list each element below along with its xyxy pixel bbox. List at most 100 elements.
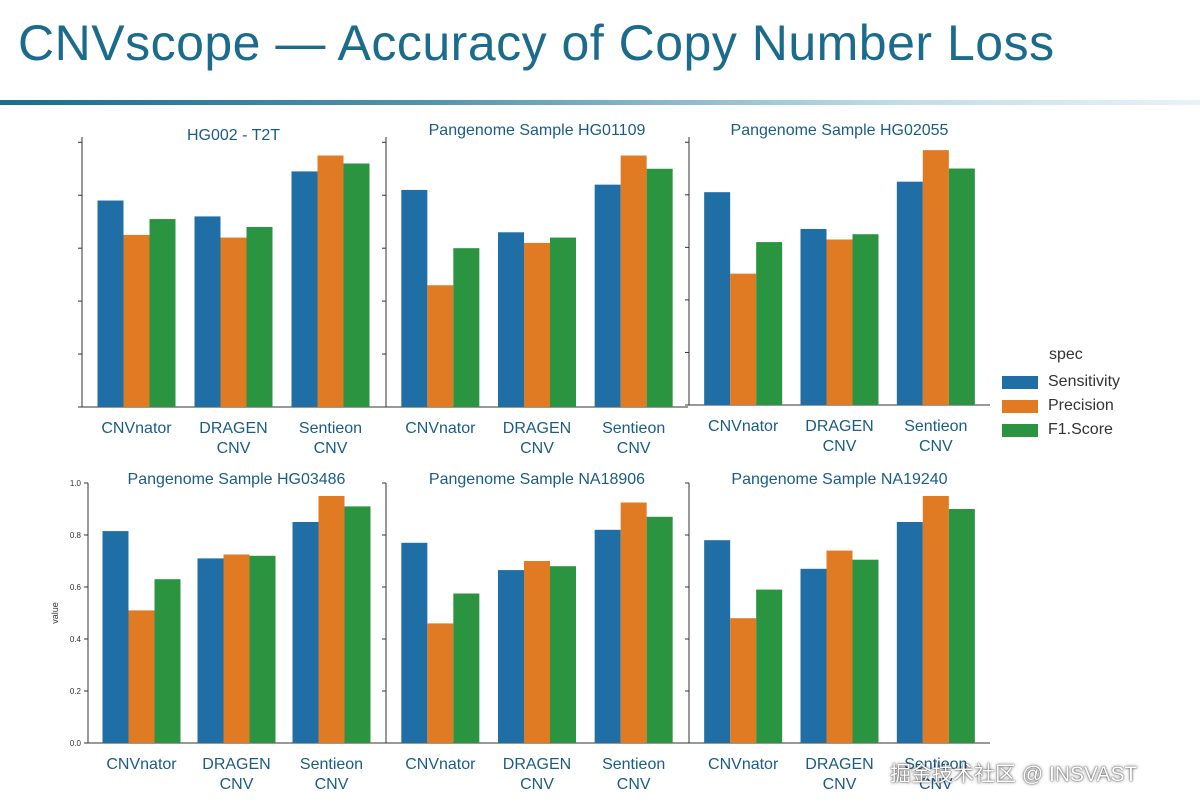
x-tick-label: DRAGEN CNV xyxy=(202,756,270,793)
bar-precision xyxy=(524,242,550,407)
bar-precision xyxy=(427,285,454,407)
bar-sensitivity xyxy=(594,184,621,407)
bar-precision xyxy=(220,237,247,407)
bar-sensitivity xyxy=(498,570,524,743)
legend-label-f1-score: F1.Score xyxy=(1048,421,1113,438)
bar-precision xyxy=(730,273,757,405)
bar-f1-score xyxy=(149,219,176,407)
bar-sensitivity xyxy=(97,200,124,407)
legend-swatch-sensitivity xyxy=(1002,375,1038,389)
bar-f1-score xyxy=(343,163,370,407)
legend-swatch-precision xyxy=(1002,399,1038,413)
bar-f1-score xyxy=(948,168,975,405)
chart-panel-4: Pangenome Sample HG03486 0.0 0.2 0.4 0.6 0.8 1… xyxy=(50,471,385,793)
bar-sensitivity xyxy=(401,542,428,743)
legend-item-sensitivity: Sensitivity xyxy=(1002,370,1120,394)
bar-sensitivity xyxy=(896,522,923,743)
chart-title: Pangenome Sample HG02055 xyxy=(731,122,949,139)
x-tick-label: DRAGEN CNV xyxy=(805,418,873,455)
bar-precision xyxy=(922,496,949,743)
bar-f1-score xyxy=(246,227,273,407)
y-tick-label: 1.0 xyxy=(70,479,82,488)
bar-precision xyxy=(317,155,344,407)
chart-panel-1: HG002 - T2T CNVnator DRAGEN CNV Sentieon CNV xyxy=(78,127,385,457)
y-tick-label: 0.6 xyxy=(70,583,82,592)
bar-f1-score xyxy=(453,248,480,407)
bar-f1-score xyxy=(646,516,673,743)
x-tick-label: CNVnator xyxy=(101,420,172,437)
x-tick-label: CNVnator xyxy=(405,756,476,773)
x-tick-label: DRAGEN CNV xyxy=(805,756,873,793)
chart-panel-5: Pangenome Sample NA18906 CNVnator DRAGEN CN… xyxy=(382,471,688,793)
x-tick-label: Sentieon CNV xyxy=(904,756,967,793)
x-tick-label: DRAGEN CNV xyxy=(199,420,267,457)
y-axis-label: value xyxy=(50,602,60,624)
bar-f1-score xyxy=(646,168,673,407)
legend-label-sensitivity: Sensitivity xyxy=(1048,373,1121,390)
bar-precision xyxy=(826,239,853,405)
chart-legend: spec Sensitivity Precision F1.Score xyxy=(1002,346,1120,442)
bar-precision xyxy=(318,496,345,743)
bar-sensitivity xyxy=(704,540,731,743)
chart-title: Pangenome Sample HG03486 xyxy=(128,471,346,488)
bar-precision xyxy=(620,502,647,743)
y-tick-label: 0.8 xyxy=(70,531,82,540)
x-tick-label: Sentieon CNV xyxy=(602,756,665,793)
chart-title: Pangenome Sample NA19240 xyxy=(731,471,947,488)
bar-f1-score xyxy=(550,237,576,407)
y-tick-label: 0.0 xyxy=(70,739,82,748)
page-title: CNVscope — Accuracy of Copy Number Loss xyxy=(18,15,1055,71)
bar-precision xyxy=(620,155,647,407)
bar-sensitivity xyxy=(291,171,318,407)
chart-title: HG002 - T2T xyxy=(187,127,280,144)
x-tick-label: CNVnator xyxy=(405,420,476,437)
bar-f1-score xyxy=(852,559,879,743)
bar-f1-score xyxy=(756,242,783,405)
bar-f1-score xyxy=(550,566,576,743)
bar-sensitivity xyxy=(498,232,524,407)
legend-label-precision: Precision xyxy=(1048,397,1114,414)
x-tick-label: Sentieon CNV xyxy=(299,420,362,457)
x-tick-label: CNVnator xyxy=(708,756,779,773)
chart-panel-2: Pangenome Sample HG01109 CNVnator DRAGEN CN… xyxy=(382,122,688,457)
legend-item-f1-score: F1.Score xyxy=(1002,418,1120,442)
bar-f1-score xyxy=(756,589,783,743)
bar-f1-score xyxy=(344,506,371,743)
bar-f1-score xyxy=(852,234,879,405)
bar-f1-score xyxy=(249,555,276,743)
y-tick-label: 0.4 xyxy=(70,635,82,644)
chart-panel-6: Pangenome Sample NA19240 CNVnator DRAGEN CN… xyxy=(685,471,990,793)
bar-f1-score xyxy=(948,509,975,743)
bar-precision xyxy=(826,550,853,743)
bar-sensitivity xyxy=(896,181,923,405)
x-tick-label: DRAGEN CNV xyxy=(503,420,571,457)
bar-f1-score xyxy=(154,579,181,743)
bar-f1-score xyxy=(453,593,480,743)
bar-sensitivity xyxy=(102,531,129,743)
x-tick-label: DRAGEN CNV xyxy=(503,756,571,793)
x-tick-label: CNVnator xyxy=(708,418,779,435)
bar-precision xyxy=(128,610,155,743)
bar-sensitivity xyxy=(194,216,221,407)
chart-title: Pangenome Sample HG01109 xyxy=(429,122,646,139)
chart-panel-3: Pangenome Sample HG02055 CNVnator DRAGEN CN… xyxy=(685,122,990,455)
bar-sensitivity xyxy=(292,522,319,743)
chart-title: Pangenome Sample NA18906 xyxy=(429,471,645,488)
x-tick-label: CNVnator xyxy=(106,756,177,773)
y-tick-label: 0.2 xyxy=(70,687,82,696)
x-tick-label: Sentieon CNV xyxy=(300,756,363,793)
bar-sensitivity xyxy=(800,568,827,743)
title-divider xyxy=(0,100,1200,105)
bar-precision xyxy=(223,554,250,743)
bar-precision xyxy=(427,623,454,743)
x-tick-label: Sentieon CNV xyxy=(904,418,967,455)
bar-precision xyxy=(730,618,757,743)
legend-swatch-f1-score xyxy=(1002,423,1038,437)
bar-sensitivity xyxy=(800,228,827,405)
bar-sensitivity xyxy=(594,529,621,743)
watermark-text: 掘金技术社区 @ INSVAST xyxy=(890,763,1138,786)
bar-precision xyxy=(123,234,150,407)
x-tick-label: Sentieon CNV xyxy=(602,420,665,457)
legend-title: spec xyxy=(1049,346,1083,363)
bar-precision xyxy=(922,150,949,405)
